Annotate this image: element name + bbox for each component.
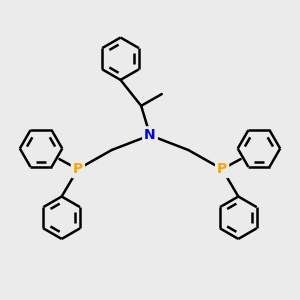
Text: P: P xyxy=(217,162,227,176)
Text: N: N xyxy=(144,128,156,142)
Text: P: P xyxy=(73,162,83,176)
